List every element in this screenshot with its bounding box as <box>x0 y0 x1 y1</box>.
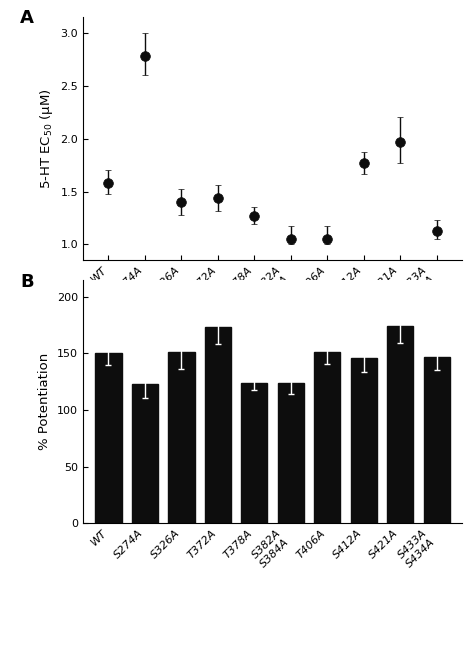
Bar <box>278 383 304 523</box>
Bar <box>132 384 158 523</box>
Text: A: A <box>20 9 34 28</box>
Bar <box>314 352 340 523</box>
Bar <box>168 352 194 523</box>
Text: B: B <box>20 272 34 291</box>
Bar <box>205 327 231 523</box>
Bar <box>423 357 450 523</box>
Bar <box>351 358 377 523</box>
Y-axis label: 5-HT EC$_{50}$ (μM): 5-HT EC$_{50}$ (μM) <box>38 89 55 189</box>
Bar <box>241 383 267 523</box>
Y-axis label: % Potentiation: % Potentiation <box>38 353 51 450</box>
Bar <box>387 326 413 523</box>
Bar <box>95 354 122 523</box>
